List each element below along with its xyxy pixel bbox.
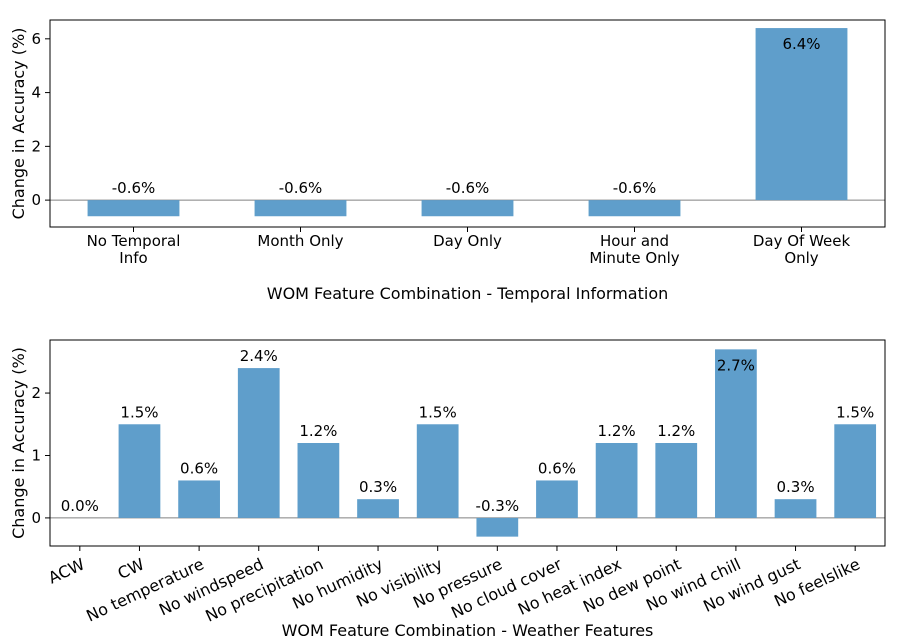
bar (655, 443, 698, 518)
y-tick-label: 4 (31, 84, 41, 102)
x-tick-label: Day Only (433, 232, 502, 250)
data-label: 0.3% (359, 478, 397, 496)
y-tick-label: 2 (31, 137, 41, 155)
data-label: 6.4% (782, 35, 820, 53)
bar (178, 480, 220, 518)
bar (588, 200, 681, 217)
data-label: 0.6% (538, 459, 576, 477)
data-label: -0.6% (613, 179, 657, 197)
bar (834, 424, 877, 518)
chart-temporal: -0.6% No Temporal Info -0.6% Month Only -0.6%… (9, 19, 886, 303)
bar (715, 349, 757, 518)
bar (476, 517, 519, 537)
bar (87, 200, 180, 217)
plot-frame (49, 339, 886, 547)
data-label: 1.5% (419, 403, 457, 421)
x-axis-label: WOM Feature Combination - Temporal Infor… (267, 284, 669, 303)
bar (536, 480, 578, 518)
data-label: 0.6% (180, 459, 218, 477)
y-tick-label: 1 (31, 446, 41, 464)
bar (421, 200, 514, 217)
x-tick-label: Hour and Minute Only (589, 232, 679, 267)
x-tick-label: Month Only (257, 232, 343, 250)
y-axis-label: Change in Accuracy (%) (9, 347, 28, 539)
y-tick-label: 2 (31, 384, 41, 402)
bar (774, 499, 817, 518)
data-label: 1.5% (120, 403, 158, 421)
bar (416, 424, 459, 518)
data-label: -0.6% (112, 179, 156, 197)
data-label: 1.2% (598, 422, 636, 440)
y-tick-label: 6 (31, 30, 41, 48)
bar (297, 443, 340, 518)
x-tick-label: Day Of Week Only (753, 232, 851, 267)
bar (254, 200, 347, 217)
y-tick-label: 0 (31, 509, 41, 527)
x-axis-label: WOM Feature Combination - Weather Featur… (282, 621, 654, 637)
data-label: 0.3% (776, 478, 814, 496)
data-label: -0.6% (446, 179, 490, 197)
x-tick-label: ACW (45, 554, 87, 587)
data-label: 1.5% (836, 403, 874, 421)
x-tick-label: No Temporal Info (87, 232, 181, 267)
x-tick-label: CW (115, 554, 148, 583)
y-tick-label: 0 (31, 191, 41, 209)
data-label: -0.3% (476, 497, 520, 515)
data-label: 1.2% (657, 422, 695, 440)
plot-frame (49, 19, 886, 228)
bar (595, 443, 638, 518)
data-label: 1.2% (299, 422, 337, 440)
data-label: 2.7% (717, 356, 755, 374)
bar (237, 368, 280, 518)
y-axis-label: Change in Accuracy (%) (9, 28, 28, 220)
data-label: 2.4% (240, 347, 278, 365)
bar (755, 28, 848, 201)
bar (357, 499, 399, 518)
data-label: 0.0% (61, 497, 99, 515)
data-label: -0.6% (279, 179, 323, 197)
bar (118, 424, 161, 518)
